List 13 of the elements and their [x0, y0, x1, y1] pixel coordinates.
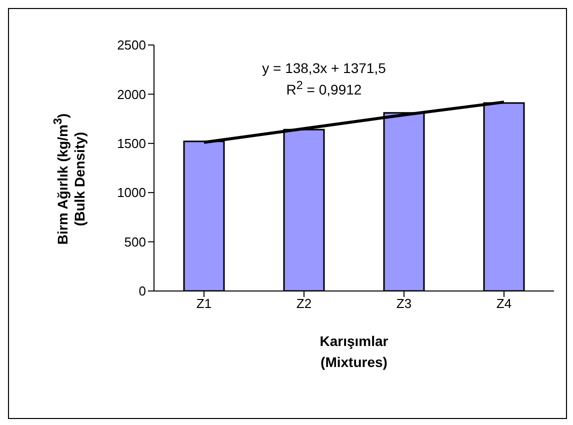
x-tick-label: Z4: [496, 296, 512, 312]
annotation: y = 138,3x + 1371,5: [261, 59, 387, 77]
x-tick-label: Z3: [396, 296, 412, 312]
y-tick-label: 1500: [117, 136, 146, 152]
y-tick-label: 2000: [117, 86, 146, 102]
x-tick-label: Z1: [196, 296, 212, 312]
x-tick-label: Z2: [296, 296, 312, 312]
y-tick-label: 500: [124, 234, 146, 250]
y-tick-label: 2500: [117, 38, 146, 53]
x-axis-title: Karışımlar (Mixtures): [318, 332, 390, 372]
y-tick-label: 0: [138, 284, 146, 299]
y-tick-label: 1000: [117, 185, 146, 200]
annotation: R$^{2}$ = 0,9912: [285, 78, 363, 99]
